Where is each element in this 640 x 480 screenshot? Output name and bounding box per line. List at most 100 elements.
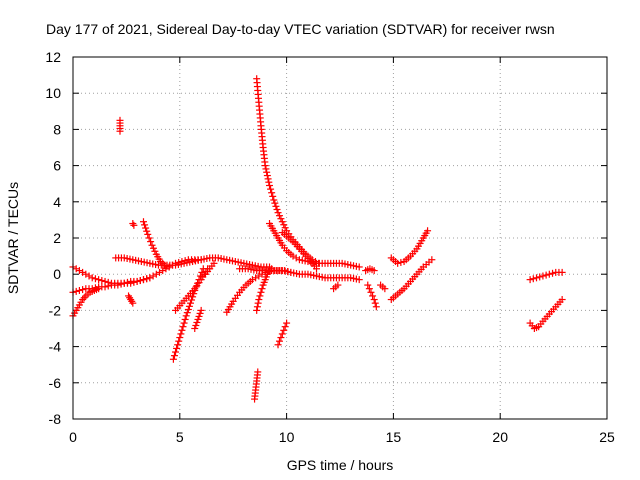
data-point	[79, 286, 87, 294]
data-point	[364, 281, 372, 289]
y-axis-label: SDTVAR / TECUs	[5, 182, 21, 294]
data-point	[191, 325, 199, 332]
data-point	[273, 205, 281, 213]
data-point	[370, 296, 378, 304]
data-point	[367, 288, 375, 296]
data-point	[196, 309, 204, 317]
data-point	[280, 221, 288, 229]
data-point	[529, 275, 537, 283]
data-point	[424, 227, 432, 235]
data-point	[129, 299, 137, 307]
data-point	[371, 299, 379, 307]
y-tick-label: -8	[49, 411, 62, 427]
data-point	[558, 268, 566, 276]
data-point	[365, 285, 373, 293]
data-point	[148, 241, 156, 249]
data-point	[536, 273, 544, 281]
data-point	[149, 272, 157, 280]
data-point	[165, 263, 173, 271]
x-tick-label: 25	[599, 429, 615, 445]
data-point	[311, 258, 319, 266]
data-point	[280, 326, 288, 334]
data-point	[195, 312, 203, 320]
data-point	[145, 234, 153, 242]
x-axis-label: GPS time / hours	[287, 457, 394, 473]
data-point	[116, 116, 124, 124]
y-tick-label: 8	[53, 121, 61, 137]
data-point	[174, 341, 182, 349]
data-point	[177, 330, 185, 338]
data-point	[127, 279, 135, 287]
data-point	[178, 326, 186, 334]
data-point	[355, 276, 363, 284]
data-point	[261, 162, 269, 170]
data-point	[146, 274, 154, 282]
data-point	[176, 334, 184, 342]
data-point	[80, 294, 88, 302]
data-point	[180, 319, 188, 327]
data-point	[75, 286, 83, 294]
data-point	[281, 224, 289, 232]
data-point	[277, 334, 285, 342]
data-point	[369, 292, 377, 300]
data-point	[277, 215, 285, 223]
data-point	[372, 303, 380, 311]
data-point	[549, 269, 557, 277]
data-point	[141, 221, 149, 229]
data-point	[274, 341, 282, 349]
data-point	[179, 323, 187, 331]
data-point	[188, 296, 196, 304]
data-point	[130, 278, 138, 286]
data-point	[255, 296, 263, 304]
data-point	[72, 287, 80, 295]
data-point	[526, 276, 534, 284]
data-point	[151, 247, 159, 255]
data-point	[266, 182, 274, 190]
y-tick-label: 4	[53, 194, 61, 210]
y-tick-label: 12	[45, 49, 61, 65]
data-point	[152, 270, 160, 278]
data-point	[539, 272, 547, 280]
data-point	[210, 259, 218, 267]
plot-frame	[72, 56, 608, 420]
data-point	[254, 368, 262, 376]
y-tick-label: 10	[45, 85, 61, 101]
grid	[73, 57, 607, 419]
data-point	[139, 218, 147, 226]
data-point	[85, 272, 93, 280]
data-point	[193, 318, 201, 326]
data-point	[172, 348, 180, 356]
data-point	[194, 315, 202, 323]
data-point	[533, 274, 541, 282]
data-point	[192, 321, 200, 329]
data-point	[95, 285, 103, 293]
y-tick-label: 0	[53, 266, 61, 282]
y-tick-label: -4	[49, 339, 62, 355]
y-tick-label: 2	[53, 230, 61, 246]
data-point	[133, 277, 141, 285]
data-point	[275, 212, 283, 220]
x-tick-label: 10	[279, 429, 295, 445]
data-point	[545, 270, 553, 278]
data-point	[258, 285, 266, 293]
data-point	[281, 323, 289, 331]
data-point	[271, 199, 279, 207]
data-point	[292, 254, 300, 262]
data-point	[182, 312, 190, 320]
data-point	[253, 303, 261, 311]
data-point	[558, 296, 566, 304]
data-point	[173, 344, 181, 352]
data-point	[542, 271, 550, 279]
data-point	[184, 305, 192, 313]
data-point	[175, 337, 183, 345]
data-point	[72, 265, 80, 273]
data-point	[278, 330, 286, 338]
data-point	[136, 277, 144, 285]
data-point	[334, 281, 342, 289]
data-point	[147, 238, 155, 246]
data-point	[313, 265, 321, 273]
y-tick-label: -6	[49, 375, 62, 391]
data-point	[142, 224, 150, 232]
data-point	[183, 309, 191, 317]
data-point	[394, 259, 402, 267]
